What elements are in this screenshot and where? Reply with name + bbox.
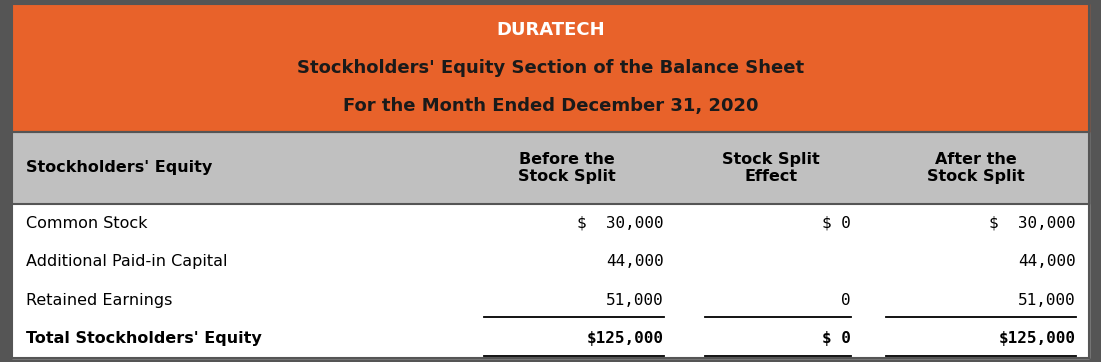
Text: Total Stockholders' Equity: Total Stockholders' Equity [26,331,262,346]
Text: 44,000: 44,000 [1017,254,1076,269]
Text: Retained Earnings: Retained Earnings [26,293,173,308]
Bar [12,4,1089,132]
Text: Stockholders' Equity: Stockholders' Equity [26,160,212,176]
Text: $  30,000: $ 30,000 [989,216,1076,231]
Text: Stockholders' Equity Section of the Balance Sheet: Stockholders' Equity Section of the Bala… [297,59,804,77]
Text: Additional Paid-in Capital: Additional Paid-in Capital [26,254,228,269]
Bar [12,132,1089,204]
Text: For the Month Ended December 31, 2020: For the Month Ended December 31, 2020 [342,97,759,115]
Text: DURATECH: DURATECH [497,21,604,39]
Text: $125,000: $125,000 [587,331,664,346]
Text: 51,000: 51,000 [607,293,664,308]
Text: Common Stock: Common Stock [26,216,148,231]
Text: $125,000: $125,000 [999,331,1076,346]
Text: 0: 0 [841,293,851,308]
Text: $ 0: $ 0 [822,216,851,231]
Bar [12,204,1089,358]
Text: Before the
Stock Split: Before the Stock Split [519,152,615,184]
Text: $  30,000: $ 30,000 [577,216,664,231]
Text: 44,000: 44,000 [607,254,664,269]
Text: After the
Stock Split: After the Stock Split [927,152,1025,184]
Text: $ 0: $ 0 [822,331,851,346]
Text: Stock Split
Effect: Stock Split Effect [722,152,819,184]
Text: 51,000: 51,000 [1017,293,1076,308]
